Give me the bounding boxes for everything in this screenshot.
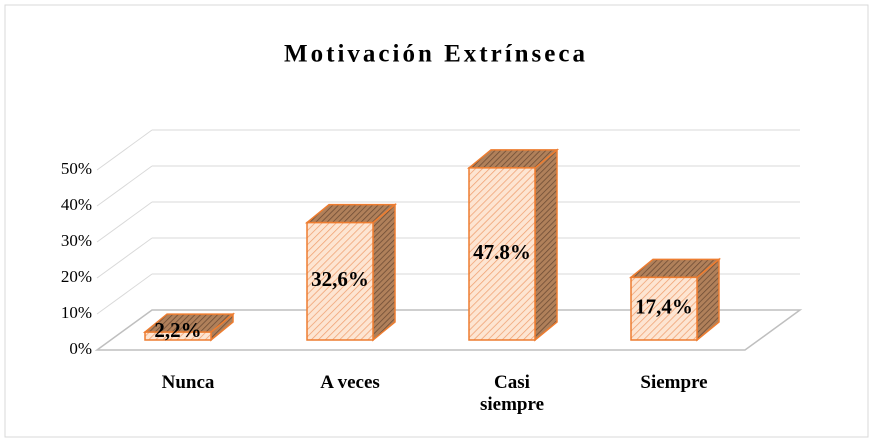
y-tick-label: 20% bbox=[61, 267, 92, 286]
x-tick-label: Nunca bbox=[161, 372, 215, 393]
y-tick-label: 50% bbox=[61, 159, 92, 178]
grid-line bbox=[96, 129, 153, 171]
value-label: 47.8% bbox=[473, 240, 531, 264]
grid-line bbox=[96, 201, 153, 243]
y-tick-label: 30% bbox=[61, 231, 92, 250]
bar-side bbox=[534, 148, 558, 342]
y-tick-label: 40% bbox=[61, 195, 92, 214]
bar-front bbox=[468, 167, 536, 341]
x-tick-label: Siempre bbox=[640, 372, 708, 393]
y-tick-label: 0% bbox=[69, 339, 92, 358]
grid-line bbox=[96, 273, 153, 315]
bar-front bbox=[306, 221, 374, 341]
bar-front bbox=[144, 331, 212, 341]
value-label: 32,6% bbox=[311, 267, 369, 291]
bar bbox=[628, 257, 722, 342]
x-tick-label: Casi siempre bbox=[479, 372, 545, 415]
value-label: 17,4% bbox=[635, 294, 693, 318]
bar-side bbox=[372, 203, 396, 342]
floor bbox=[94, 309, 803, 351]
bar-front bbox=[630, 276, 698, 341]
bar bbox=[466, 148, 560, 342]
chart-frame bbox=[4, 4, 869, 438]
chart-title: Motivación Extrínseca bbox=[284, 41, 588, 68]
bar bbox=[304, 203, 398, 342]
value-label: 2,2% bbox=[154, 318, 201, 342]
bar bbox=[142, 312, 236, 342]
grid-line bbox=[96, 237, 153, 279]
x-tick-label: A veces bbox=[320, 372, 380, 393]
y-tick-label: 10% bbox=[61, 303, 92, 322]
grid-line bbox=[96, 165, 153, 207]
